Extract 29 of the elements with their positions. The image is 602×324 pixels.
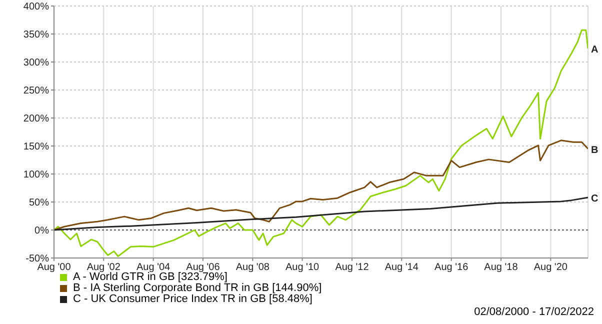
legend-label: C - UK Consumer Price Index TR in GB [58.48%] [73, 293, 312, 305]
x-tick-label: Aug '00 [37, 262, 72, 274]
x-tick-label: Aug '14 [384, 262, 419, 274]
annotation: B [591, 144, 598, 156]
y-tick-label: 350% [23, 30, 50, 41]
x-tick-label: Aug '10 [286, 262, 320, 274]
annotation: C [591, 194, 598, 205]
legend-label: A - World GTR in GB [323.79%] [73, 271, 228, 283]
x-tick-label: Aug '06 [186, 262, 220, 274]
x-tick-label: Aug '08 [236, 262, 270, 274]
y-tick-label: 100% [23, 170, 50, 181]
annotation: A [591, 44, 598, 56]
x-tick-label: Aug '16 [434, 262, 469, 274]
y-tick-label: 50% [28, 198, 50, 209]
y-tick-label: 300% [23, 58, 50, 69]
legend-label: B - IA Sterling Corporate Bond TR in GB [144.90%] [73, 282, 322, 294]
text: 02/08/2000 - 17/02/2022 [474, 306, 594, 318]
x-tick-label: Aug '18 [484, 262, 518, 274]
x-tick-label: Aug '20 [534, 262, 568, 274]
y-tick-label: 250% [23, 86, 50, 97]
x-tick-label: Aug '02 [86, 262, 121, 274]
line-series [54, 196, 588, 231]
y-tick-label: 150% [23, 142, 50, 153]
y-tick-label: 200% [23, 114, 50, 125]
x-tick-label: Aug '04 [136, 262, 171, 274]
x-tick-label: Aug '12 [335, 262, 370, 274]
y-tick-label: 0% [34, 226, 50, 237]
line-series [54, 140, 588, 231]
y-tick-label: 400% [23, 2, 50, 13]
